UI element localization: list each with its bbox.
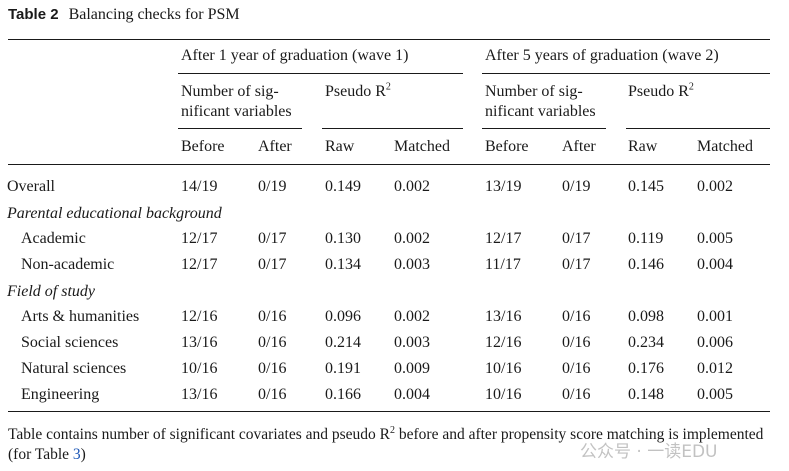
row-label: Engineering [21,386,100,403]
table-cell: 0.134 [325,256,361,273]
table-cell: 0.098 [628,308,664,325]
table-cell: 0.002 [394,308,430,325]
w2-sig-header-line2: nificant variables [485,103,596,120]
table-cell: 10/16 [485,360,522,377]
table-cell: 0.012 [697,360,733,377]
table-cell: 0.146 [628,256,664,273]
table-cell: 0/16 [258,386,287,403]
col-header: Raw [628,138,658,155]
col-header: Before [485,138,529,155]
w2-sig-header-line1: Number of sig- [485,83,583,100]
row-label: Academic [21,230,86,247]
table-cell: 13/16 [181,386,218,403]
table-cell: 0.234 [628,334,664,351]
bottom-rule [8,411,770,412]
table-cell: 12/17 [181,256,218,273]
table-cell: 0.214 [325,334,361,351]
table-cell: 10/16 [485,386,522,403]
wave1-header: After 1 year of graduation (wave 1) [181,47,409,64]
table-cell: 0/16 [258,334,287,351]
table-cell: 0/16 [562,360,591,377]
wave1-rule [178,73,463,74]
table-cell: 0/19 [562,178,591,195]
table-cell: 13/19 [485,178,522,195]
w1-pseudo-header: Pseudo R2 [325,81,391,100]
table-cell: 12/16 [485,334,522,351]
w1-pseudo-rule [322,128,463,129]
table-cell: 0/17 [258,230,287,247]
table-cell: 12/16 [181,308,218,325]
table-cell: 12/17 [485,230,522,247]
watermark: 公众号 · 一读EDU [580,442,718,462]
w1-sig-header-line1: Number of sig- [181,83,279,100]
table-caption: Table 2 Balancing checks for PSM [8,6,240,24]
table-cell: 0.004 [697,256,733,273]
table-title: Balancing checks for PSM [68,6,240,23]
table-label: Table 2 [8,6,59,23]
table-cell: 0/16 [562,386,591,403]
table-cell: 0.005 [697,230,733,247]
table-reference-link[interactable]: 3 [72,446,81,463]
table-cell: 0/16 [258,360,287,377]
w2-sig-rule [482,128,606,129]
table-cell: 0.096 [325,308,361,325]
table-cell: 0/16 [562,308,591,325]
table-cell: 0.148 [628,386,664,403]
table-cell: 0.002 [394,178,430,195]
col-header: Matched [697,138,753,155]
table-cell: 0.003 [394,256,430,273]
table-cell: 0.005 [697,386,733,403]
table-cell: 0/17 [562,230,591,247]
table-cell: 0.166 [325,386,361,403]
table-footnote: Table contains number of significant cov… [8,424,764,463]
col-header: After [562,138,596,155]
wave2-rule [482,73,770,74]
w2-pseudo-rule [626,128,770,129]
row-label: Non-academic [21,256,115,273]
table-cell: 0.002 [394,230,430,247]
table-cell: 10/16 [181,360,218,377]
col-header: Raw [325,138,355,155]
table-cell: 0.176 [628,360,664,377]
section-heading: Parental educational background [7,205,222,222]
row-label: Social sciences [21,334,119,351]
row-label: Overall [7,178,55,195]
table-cell: 14/19 [181,178,218,195]
table-cell: 0.001 [697,308,733,325]
table-cell: 0.119 [628,230,664,247]
table-cell: 11/17 [485,256,521,273]
table-cell: 0.130 [325,230,361,247]
table-cell: 0.009 [394,360,430,377]
table-cell: 0/16 [258,308,287,325]
table-cell: 0.149 [325,178,361,195]
col-header: After [258,138,292,155]
table-cell: 0.191 [325,360,361,377]
wave2-header: After 5 years of graduation (wave 2) [485,47,719,64]
section-heading: Field of study [7,283,95,300]
top-rule [8,39,770,40]
table-cell: 0.006 [697,334,733,351]
table-cell: 0/19 [258,178,287,195]
w1-sig-header-line2: nificant variables [181,103,292,120]
table-cell: 12/17 [181,230,218,247]
col-header: Matched [394,138,450,155]
w1-sig-rule [178,128,302,129]
table-cell: 0.003 [394,334,430,351]
table-cell: 0.002 [697,178,733,195]
col-header: Before [181,138,225,155]
table-cell: 13/16 [485,308,522,325]
row-label: Natural sciences [21,360,127,377]
table-cell: 0.145 [628,178,664,195]
row-label: Arts & humanities [21,308,140,325]
w2-pseudo-header: Pseudo R2 [628,81,694,100]
header-bottom-rule [8,164,770,165]
table-cell: 0/16 [562,334,591,351]
table-cell: 0/17 [258,256,287,273]
table-cell: 0.004 [394,386,430,403]
table-cell: 0/17 [562,256,591,273]
table-cell: 13/16 [181,334,218,351]
